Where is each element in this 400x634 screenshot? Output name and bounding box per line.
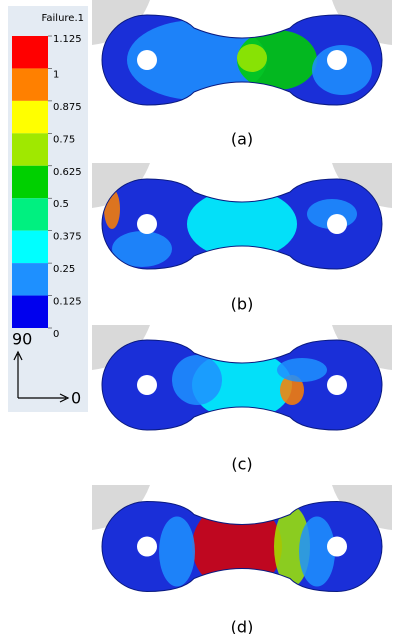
tick-label: 0.25 [53,264,75,275]
tick-label: 1 [53,69,59,80]
hole [137,50,157,70]
tick-label: 0.625 [53,167,82,178]
legend-title: Failure.1 [42,13,84,24]
simulation-panel [92,163,392,285]
hole [137,375,157,395]
x-direction-label: 0 [71,389,81,408]
failure-region [237,44,267,72]
hole [327,214,347,234]
hole [137,214,157,234]
figure: Failure.1 1.125 1 0.875 0.75 0.625 0.5 0.375 0.… [0,0,400,634]
color-band [12,133,48,165]
tick-label: 0.5 [53,199,69,210]
tick-label: 0.875 [53,102,82,113]
tick-label: 0.75 [53,134,75,145]
hole [327,537,347,557]
tick-label: 0.125 [53,297,82,308]
panel-label: (b) [231,295,254,314]
panel-label: (d) [231,618,254,634]
failure-region [159,517,195,587]
color-band [12,36,48,68]
tick-label: 1.125 [53,34,82,45]
color-band [12,101,48,133]
failure-region [172,355,222,405]
simulation-panel [92,485,392,608]
color-band [12,263,48,295]
tick-label: 0.375 [53,232,82,243]
simulation-panel [92,325,392,445]
color-band [12,296,48,328]
color-band [12,198,48,230]
color-band [12,166,48,198]
panel-label: (a) [231,130,253,149]
hole [327,50,347,70]
hole [137,537,157,557]
panels: (a) (b) (c) (d) [92,0,392,634]
simulation-panel [92,0,392,120]
hole [327,375,347,395]
y-direction-label: 90 [12,330,32,349]
panel-label: (c) [231,455,252,474]
color-band [12,231,48,263]
failure-region [277,358,327,382]
tick-label: 0 [53,329,59,340]
color-band [12,68,48,100]
